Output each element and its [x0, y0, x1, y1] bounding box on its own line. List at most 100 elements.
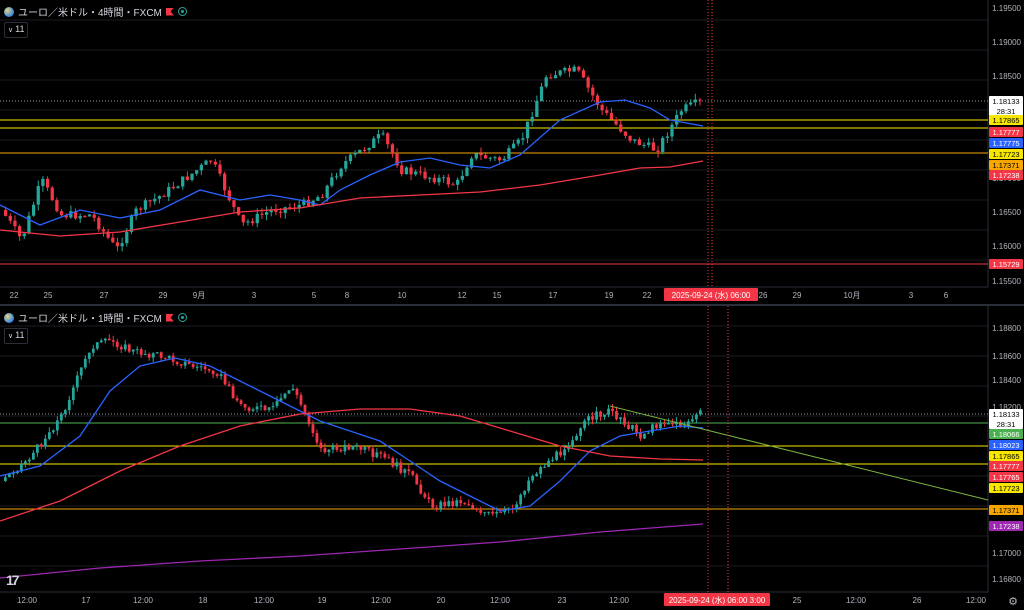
tradingview-logo-icon[interactable]: 17: [6, 572, 20, 588]
candle[interactable]: [75, 375, 79, 388]
candle[interactable]: [523, 490, 527, 495]
candle[interactable]: [92, 214, 96, 218]
candle[interactable]: [237, 207, 241, 215]
price-tag[interactable]: [989, 505, 1023, 515]
candle[interactable]: [691, 419, 694, 422]
candle[interactable]: [619, 124, 623, 132]
candle[interactable]: [271, 406, 275, 408]
price-tag[interactable]: [989, 472, 1023, 482]
candle[interactable]: [278, 211, 283, 213]
candle[interactable]: [223, 374, 227, 385]
candle[interactable]: [363, 447, 367, 450]
candle[interactable]: [503, 510, 507, 513]
candle[interactable]: [558, 70, 562, 76]
candle[interactable]: [320, 197, 325, 199]
candle[interactable]: [73, 211, 78, 219]
candle[interactable]: [432, 177, 436, 183]
price-tag[interactable]: [989, 170, 1023, 180]
candle[interactable]: [39, 444, 43, 447]
candle[interactable]: [319, 442, 323, 449]
candle[interactable]: [148, 200, 152, 202]
candle[interactable]: [129, 216, 134, 232]
candle[interactable]: [155, 352, 159, 354]
candle[interactable]: [637, 139, 642, 146]
candle[interactable]: [343, 444, 347, 452]
candle[interactable]: [483, 512, 487, 514]
candle[interactable]: [516, 139, 520, 144]
candle[interactable]: [291, 388, 295, 391]
candle[interactable]: [391, 457, 395, 467]
candle[interactable]: [59, 413, 63, 421]
candle[interactable]: [642, 144, 646, 146]
candle[interactable]: [83, 215, 87, 217]
flag-icon[interactable]: [165, 7, 174, 16]
candle[interactable]: [502, 158, 506, 161]
candle[interactable]: [600, 104, 604, 111]
candle[interactable]: [167, 355, 171, 359]
candle[interactable]: [78, 215, 82, 219]
candle[interactable]: [656, 150, 660, 152]
candle[interactable]: [358, 149, 362, 153]
candle[interactable]: [479, 153, 483, 156]
candle[interactable]: [465, 167, 469, 176]
candle[interactable]: [387, 457, 391, 459]
price-tag[interactable]: [989, 440, 1023, 450]
candle[interactable]: [63, 410, 67, 414]
candle[interactable]: [334, 176, 339, 178]
candle[interactable]: [101, 229, 106, 232]
candle[interactable]: [435, 507, 439, 509]
candle[interactable]: [587, 416, 590, 421]
flag-icon[interactable]: [165, 313, 174, 322]
candle[interactable]: [595, 411, 598, 420]
candle[interactable]: [475, 508, 479, 511]
candle[interactable]: [647, 432, 650, 434]
candle[interactable]: [335, 445, 339, 450]
candle[interactable]: [643, 433, 646, 439]
candle[interactable]: [671, 423, 674, 425]
price-tag[interactable]: [989, 483, 1023, 493]
candle[interactable]: [359, 445, 363, 450]
candle[interactable]: [627, 424, 630, 429]
candle[interactable]: [651, 142, 656, 151]
candle[interactable]: [493, 157, 497, 159]
candle[interactable]: [31, 204, 36, 216]
candle[interactable]: [239, 400, 243, 404]
candle[interactable]: [599, 411, 602, 417]
candle[interactable]: [199, 164, 203, 171]
candle[interactable]: [411, 471, 415, 475]
candle[interactable]: [437, 177, 441, 183]
price-tag[interactable]: [989, 160, 1023, 170]
candle[interactable]: [295, 388, 299, 396]
symbol-title-4h[interactable]: ユーロ／米ドル・4時間・FXCM: [18, 8, 162, 19]
candle[interactable]: [211, 370, 215, 375]
candle[interactable]: [255, 406, 259, 410]
candle[interactable]: [327, 449, 331, 453]
price-tag[interactable]: [989, 259, 1023, 269]
candle[interactable]: [339, 449, 343, 452]
candle[interactable]: [549, 77, 553, 79]
candle[interactable]: [614, 119, 618, 125]
candle[interactable]: [595, 95, 600, 105]
candle[interactable]: [530, 116, 534, 122]
candle[interactable]: [187, 361, 191, 364]
candle[interactable]: [215, 374, 219, 376]
candle[interactable]: [539, 86, 544, 102]
candle[interactable]: [404, 167, 409, 175]
candle[interactable]: [125, 231, 129, 244]
candle[interactable]: [451, 184, 455, 186]
candle[interactable]: [695, 414, 698, 420]
candle[interactable]: [283, 393, 287, 399]
candle[interactable]: [107, 338, 111, 341]
candle[interactable]: [362, 149, 367, 151]
candle[interactable]: [159, 352, 163, 358]
candle[interactable]: [446, 177, 450, 185]
symbol-legend-1h[interactable]: ユーロ／米ドル・1時間・FXCM: [4, 310, 187, 325]
candle[interactable]: [316, 197, 320, 201]
gear-icon[interactable]: ⚙: [1008, 596, 1018, 608]
candle[interactable]: [115, 341, 119, 347]
candle[interactable]: [684, 104, 688, 112]
candle[interactable]: [19, 463, 23, 472]
candle[interactable]: [581, 70, 586, 78]
candle[interactable]: [667, 423, 670, 425]
candle[interactable]: [386, 133, 390, 145]
